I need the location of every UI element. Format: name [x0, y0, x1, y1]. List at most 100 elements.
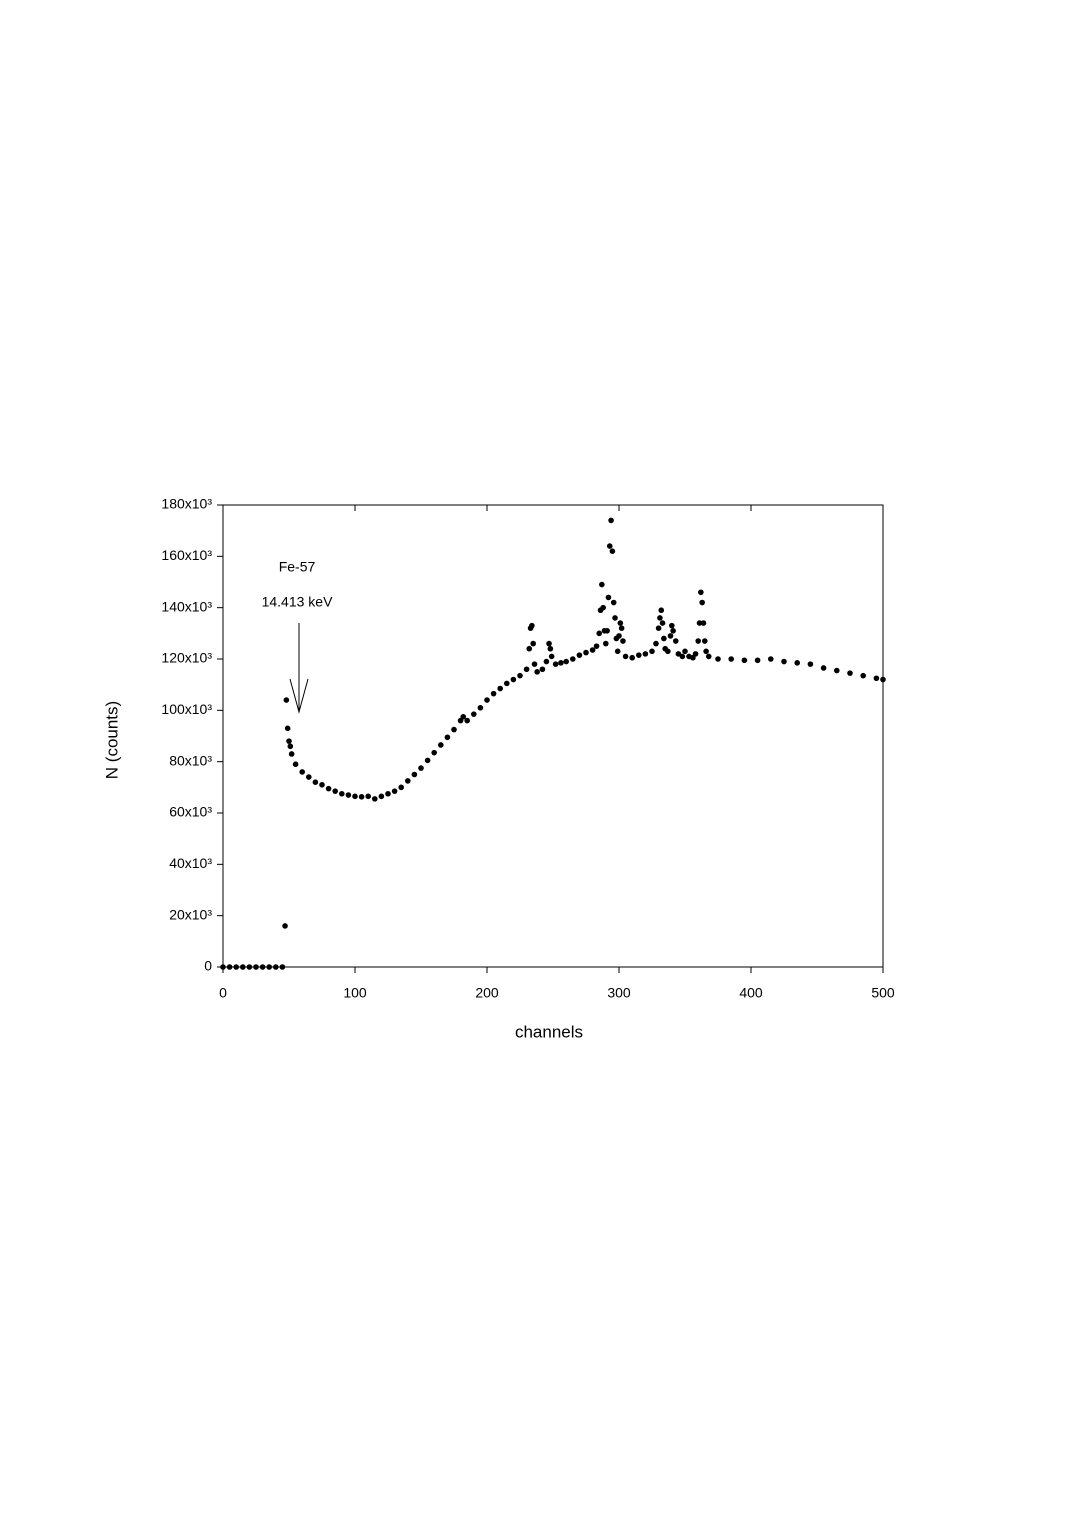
data-point — [570, 656, 576, 662]
x-tick-label: 100 — [343, 985, 367, 1001]
data-point — [312, 779, 319, 785]
data-point — [754, 657, 761, 664]
y-tick-label: 60x10³ — [169, 804, 212, 820]
data-point — [405, 778, 411, 784]
data-point — [398, 784, 405, 791]
data-point — [299, 769, 306, 775]
data-point — [529, 622, 535, 629]
data-point — [283, 697, 290, 703]
y-tick-label: 160x10³ — [161, 547, 212, 563]
data-point — [352, 793, 358, 800]
data-point — [523, 666, 530, 673]
data-point — [451, 726, 457, 733]
y-tick-label: 20x10³ — [169, 906, 212, 922]
data-point — [696, 620, 703, 626]
data-point — [682, 648, 688, 655]
data-point — [372, 796, 378, 802]
data-point — [345, 792, 352, 798]
data-point — [794, 660, 800, 666]
data-point — [530, 640, 536, 647]
data-point — [286, 738, 292, 744]
x-tick-label: 300 — [607, 985, 631, 1001]
y-tick-label: 140x10³ — [161, 598, 212, 614]
y-axis-title: N (counts) — [102, 701, 121, 779]
data-point — [365, 793, 372, 800]
data-point — [695, 638, 701, 644]
data-point — [620, 638, 626, 644]
data-point — [385, 790, 391, 797]
data-point — [649, 648, 655, 655]
data-point — [675, 651, 682, 657]
data-point — [781, 658, 787, 665]
y-tick-label: 40x10³ — [169, 855, 212, 871]
annotation: Fe-57 — [279, 559, 316, 575]
data-point — [273, 964, 279, 970]
data-point — [593, 643, 600, 649]
data-point — [226, 964, 233, 970]
data-point — [576, 652, 583, 658]
data-point — [699, 599, 705, 606]
data-point — [653, 640, 659, 647]
data-point — [622, 653, 629, 660]
data-point — [665, 648, 671, 655]
data-point — [534, 669, 540, 675]
data-point — [517, 672, 523, 679]
data-point — [391, 788, 398, 794]
data-point — [599, 581, 605, 588]
data-point — [339, 790, 345, 797]
data-point — [325, 785, 332, 792]
data-point — [358, 794, 365, 800]
data-point — [642, 651, 649, 657]
data-point — [552, 661, 559, 667]
data-point — [332, 788, 339, 794]
y-tick-label: 180x10³ — [161, 496, 212, 512]
data-point — [741, 657, 748, 664]
data-point — [292, 761, 299, 768]
data-point — [616, 633, 622, 639]
data-point — [438, 742, 444, 748]
y-tick-label: 100x10³ — [161, 701, 212, 717]
data-point — [715, 656, 721, 662]
data-point — [605, 594, 612, 601]
data-point — [548, 653, 555, 660]
data-point — [661, 635, 667, 642]
data-point — [287, 743, 294, 750]
data-point — [606, 543, 613, 549]
data-point — [657, 615, 663, 621]
data-point — [490, 690, 497, 697]
data-point — [603, 640, 609, 647]
data-point — [378, 793, 385, 800]
data-point — [658, 607, 665, 614]
data-point — [820, 665, 827, 671]
data-point — [253, 964, 259, 970]
data-point — [702, 638, 708, 644]
data-point — [655, 625, 662, 631]
data-point — [418, 765, 424, 771]
data-point — [464, 717, 471, 724]
data-point — [266, 964, 273, 970]
x-tick-label: 200 — [475, 985, 499, 1001]
data-point — [609, 548, 616, 554]
data-point — [259, 964, 266, 970]
data-point — [319, 781, 325, 788]
data-point — [629, 654, 635, 661]
data-point — [847, 670, 853, 676]
data-point — [589, 647, 596, 653]
data-point — [768, 656, 774, 662]
arrow — [289, 623, 309, 714]
data-point — [240, 964, 246, 970]
data-point — [282, 923, 288, 929]
data-point — [608, 517, 614, 524]
annotation: 14.413 keV — [262, 594, 333, 610]
data-point — [692, 651, 699, 657]
x-tick-label: 0 — [219, 985, 227, 1001]
data-point — [807, 661, 814, 667]
data-point — [705, 653, 712, 660]
data-point — [526, 645, 533, 652]
data-point — [873, 675, 880, 682]
data-point — [547, 645, 554, 652]
data-point — [610, 599, 617, 606]
data-point — [612, 615, 618, 621]
data-point — [484, 697, 490, 703]
